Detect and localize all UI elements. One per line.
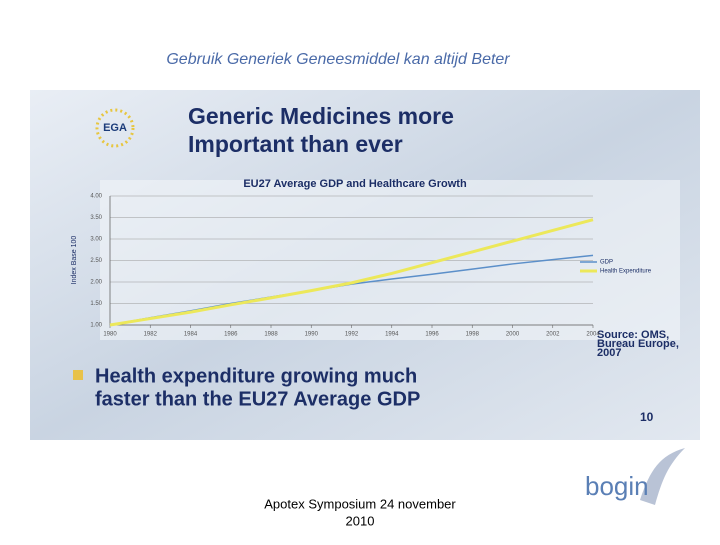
x-tick-label: 2000 — [506, 332, 520, 338]
y-tick-label: 2.50 — [90, 258, 102, 264]
y-tick-label: 1.00 — [90, 323, 102, 329]
slide-title: Important than ever — [188, 131, 403, 157]
chart: EU27 Average GDP and Healthcare Growth I… — [71, 178, 652, 338]
y-tick-label: 2.00 — [90, 280, 102, 286]
logo-ring — [95, 108, 135, 148]
x-tick-label: 1998 — [466, 332, 480, 338]
x-tick-label: 1990 — [305, 332, 319, 338]
x-tick-label: 1982 — [144, 332, 158, 338]
source: 2007 — [597, 347, 621, 359]
legend-label: GDP — [600, 260, 613, 266]
legend-label: Health Expenditure — [600, 269, 652, 275]
x-tick-label: 1980 — [103, 332, 117, 338]
footer: Apotex Symposium 24 november — [264, 496, 456, 511]
header: Gebruik Generiek Geneesmiddel kan altijd… — [166, 51, 510, 68]
x-tick-label: 1996 — [425, 332, 439, 338]
slide-number: 10 — [640, 410, 654, 424]
chart-title: EU27 Average GDP and Healthcare Growth — [243, 178, 467, 190]
source: Bureau Europe, — [597, 338, 679, 350]
x-tick-label: 1992 — [345, 332, 359, 338]
x-tick-label: 1986 — [224, 332, 238, 338]
data-line — [109, 218, 594, 327]
x-tick-label: 1994 — [385, 332, 399, 338]
bullet: faster than the EU27 Average GDP — [95, 388, 420, 410]
footer: 2010 — [346, 513, 375, 528]
y-tick-label: 3.50 — [90, 215, 102, 221]
x-tick-label: 1988 — [264, 332, 278, 338]
x-tick-label: 1984 — [184, 332, 198, 338]
y-tick-label: 3.00 — [90, 237, 102, 243]
chart-panel — [100, 180, 680, 340]
brand-bird — [640, 448, 685, 505]
source: Source: OMS, — [597, 329, 669, 341]
slide-title: Generic Medicines more — [188, 103, 454, 129]
y-axis-label: Index Base 100 — [71, 236, 78, 285]
bullet-icon — [73, 370, 83, 380]
brand: bogin — [585, 471, 649, 501]
y-tick-label: 4.00 — [90, 194, 102, 200]
x-tick-label: 2004 — [586, 332, 600, 338]
x-tick-label: 2002 — [546, 332, 560, 338]
y-tick-label: 1.50 — [90, 301, 102, 307]
logo: EGA — [103, 122, 127, 134]
bullet: Health expenditure growing much — [95, 365, 417, 387]
